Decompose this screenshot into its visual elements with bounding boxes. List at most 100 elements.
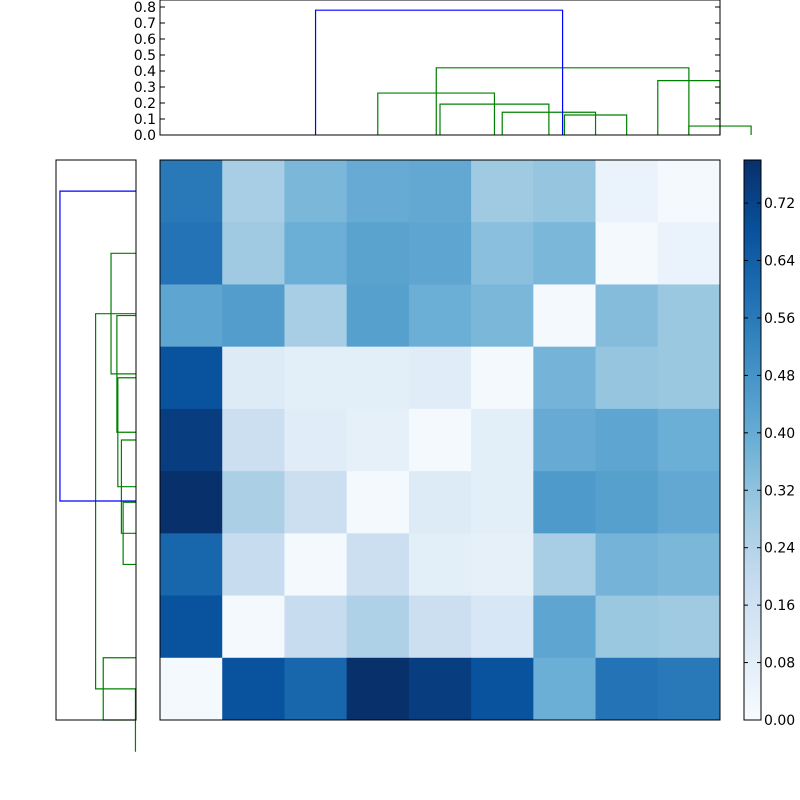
heatmap-cell	[533, 471, 597, 534]
heatmap-cell	[222, 471, 285, 534]
heatmap-cell	[222, 346, 285, 410]
heatmap-cell	[595, 408, 659, 472]
heatmap-cell	[533, 284, 597, 348]
colorbar-frame	[743, 159, 762, 721]
heatmap-cell	[657, 222, 721, 285]
y-tick-label: 0.6	[134, 32, 156, 48]
heatmap-cell	[222, 657, 285, 721]
heatmap-cell	[471, 533, 534, 597]
heatmap-cell	[533, 160, 597, 223]
heatmap-cell	[471, 471, 534, 534]
heatmap-cell	[408, 471, 472, 534]
colorbar-tick-label: 0.24	[764, 541, 795, 557]
heatmap-cell	[657, 595, 721, 659]
colorbar-tick-label: 0.08	[764, 656, 795, 672]
heatmap-cell	[222, 222, 285, 285]
y-tick-label: 0.2	[134, 96, 156, 112]
dendrogram-link	[314, 9, 564, 135]
heatmap-cell	[222, 408, 285, 472]
heatmap-cell	[595, 222, 659, 285]
colorbar-axis: 0.00 0.08 0.16 0.24 0.32 0.40 0.48 0.56 0.64 0.72	[744, 196, 795, 729]
heatmap-cell	[284, 595, 348, 659]
heatmap-cell	[222, 533, 285, 597]
heatmap-cells	[160, 160, 721, 721]
colorbar-tick-label: 0.00	[764, 713, 795, 729]
heatmap-cell	[284, 408, 348, 472]
heatmap-cell	[346, 284, 410, 348]
heatmap-cell	[160, 160, 223, 223]
y-tick-label: 0.0	[134, 128, 156, 144]
heatmap-cell	[160, 222, 223, 285]
heatmap-cell	[408, 284, 472, 348]
colorbar-tick-label: 0.56	[764, 311, 795, 327]
left-dendrogram-frame	[55, 159, 137, 721]
heatmap-cell	[346, 657, 410, 721]
y-tick-label: 0.7	[134, 16, 156, 32]
heatmap-cell	[284, 471, 348, 534]
heatmap-cell	[284, 533, 348, 597]
heatmap-cell	[471, 284, 534, 348]
heatmap-cell	[222, 284, 285, 348]
dendrogram-link	[59, 190, 136, 502]
colorbar: 0.00 0.08 0.16 0.24 0.32 0.40 0.48 0.56 0.64 0.72	[743, 159, 795, 729]
y-tick-label: 0.8	[134, 0, 156, 16]
colorbar-gradient	[744, 160, 761, 720]
heatmap-cell	[284, 160, 348, 223]
top-dendrogram-links	[314, 9, 752, 135]
top-dendrogram-frame	[159, 0, 721, 136]
heatmap-cell	[533, 533, 597, 597]
heatmap-cell	[471, 160, 534, 223]
heatmap-cell	[284, 346, 348, 410]
colorbar-tick-label: 0.32	[764, 483, 795, 499]
heatmap-cell	[533, 408, 597, 472]
heatmap-cell	[533, 222, 597, 285]
heatmap-cell	[595, 471, 659, 534]
heatmap-cell	[346, 471, 410, 534]
heatmap-cell	[284, 284, 348, 348]
heatmap-cell	[595, 160, 659, 223]
heatmap-cell	[160, 471, 223, 534]
heatmap-cell	[595, 284, 659, 348]
heatmap-cell	[657, 346, 721, 410]
heatmap-cell	[657, 408, 721, 472]
heatmap-cell	[346, 346, 410, 410]
heatmap-cell	[408, 346, 472, 410]
heatmap-cell	[346, 222, 410, 285]
y-tick-label: 0.3	[134, 80, 156, 96]
y-tick-label: 0.5	[134, 48, 156, 64]
heatmap-cell	[284, 657, 348, 721]
heatmap	[159, 159, 721, 721]
heatmap-cell	[160, 284, 223, 348]
heatmap-cell	[408, 408, 472, 472]
heatmap-cell	[471, 595, 534, 659]
heatmap-cell	[222, 595, 285, 659]
heatmap-cell	[657, 657, 721, 721]
heatmap-cell	[408, 657, 472, 721]
heatmap-cell	[595, 533, 659, 597]
heatmap-cell	[346, 408, 410, 472]
heatmap-cell	[657, 533, 721, 597]
heatmap-cell	[471, 657, 534, 721]
heatmap-cell	[657, 160, 721, 223]
heatmap-cell	[533, 595, 597, 659]
heatmap-frame	[159, 159, 721, 721]
y-tick-label: 0.1	[134, 112, 156, 128]
heatmap-cell	[408, 160, 472, 223]
top-dendrogram-y-axis: 0.00.10.20.30.40.50.60.70.8	[134, 0, 720, 144]
heatmap-cell	[346, 160, 410, 223]
heatmap-cell	[471, 222, 534, 285]
heatmap-cell	[160, 533, 223, 597]
colorbar-tick-label: 0.16	[764, 598, 795, 614]
heatmap-cell	[471, 408, 534, 472]
heatmap-cell	[160, 595, 223, 659]
heatmap-cell	[408, 222, 472, 285]
heatmap-cell	[471, 346, 534, 410]
colorbar-tick-label: 0.48	[764, 368, 795, 384]
heatmap-cell	[346, 595, 410, 659]
colorbar-tick-label: 0.72	[764, 196, 795, 212]
colorbar-tick-label: 0.64	[764, 254, 795, 270]
left-dendrogram-links	[59, 190, 137, 752]
heatmap-cell	[595, 346, 659, 410]
colorbar-tick-label: 0.40	[764, 426, 795, 442]
